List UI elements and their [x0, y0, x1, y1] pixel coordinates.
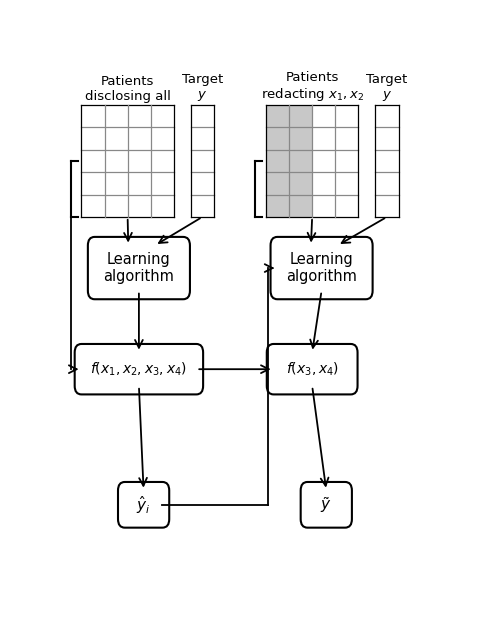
FancyBboxPatch shape [88, 237, 190, 299]
Text: $\tilde{y}$: $\tilde{y}$ [320, 495, 332, 515]
Text: Patients
redacting $x_1, x_2$: Patients redacting $x_1, x_2$ [260, 71, 364, 103]
Text: Learning
algorithm: Learning algorithm [286, 252, 357, 284]
Text: Target
$y$: Target $y$ [182, 73, 223, 103]
FancyBboxPatch shape [271, 237, 373, 299]
Text: Target
$y$: Target $y$ [366, 73, 408, 103]
FancyBboxPatch shape [118, 482, 169, 528]
FancyBboxPatch shape [301, 482, 352, 528]
Text: $f(x_1, x_2, x_3, x_4)$: $f(x_1, x_2, x_3, x_4)$ [90, 360, 188, 378]
Text: Learning
algorithm: Learning algorithm [104, 252, 174, 284]
Text: $f(x_3, x_4)$: $f(x_3, x_4)$ [286, 360, 339, 378]
Bar [289, 105, 312, 217]
FancyBboxPatch shape [267, 344, 358, 394]
FancyBboxPatch shape [75, 344, 203, 394]
Text: $\hat{y}_i$: $\hat{y}_i$ [137, 494, 151, 516]
Text: Patients
disclosing all: Patients disclosing all [85, 75, 171, 103]
Bar [266, 105, 289, 217]
